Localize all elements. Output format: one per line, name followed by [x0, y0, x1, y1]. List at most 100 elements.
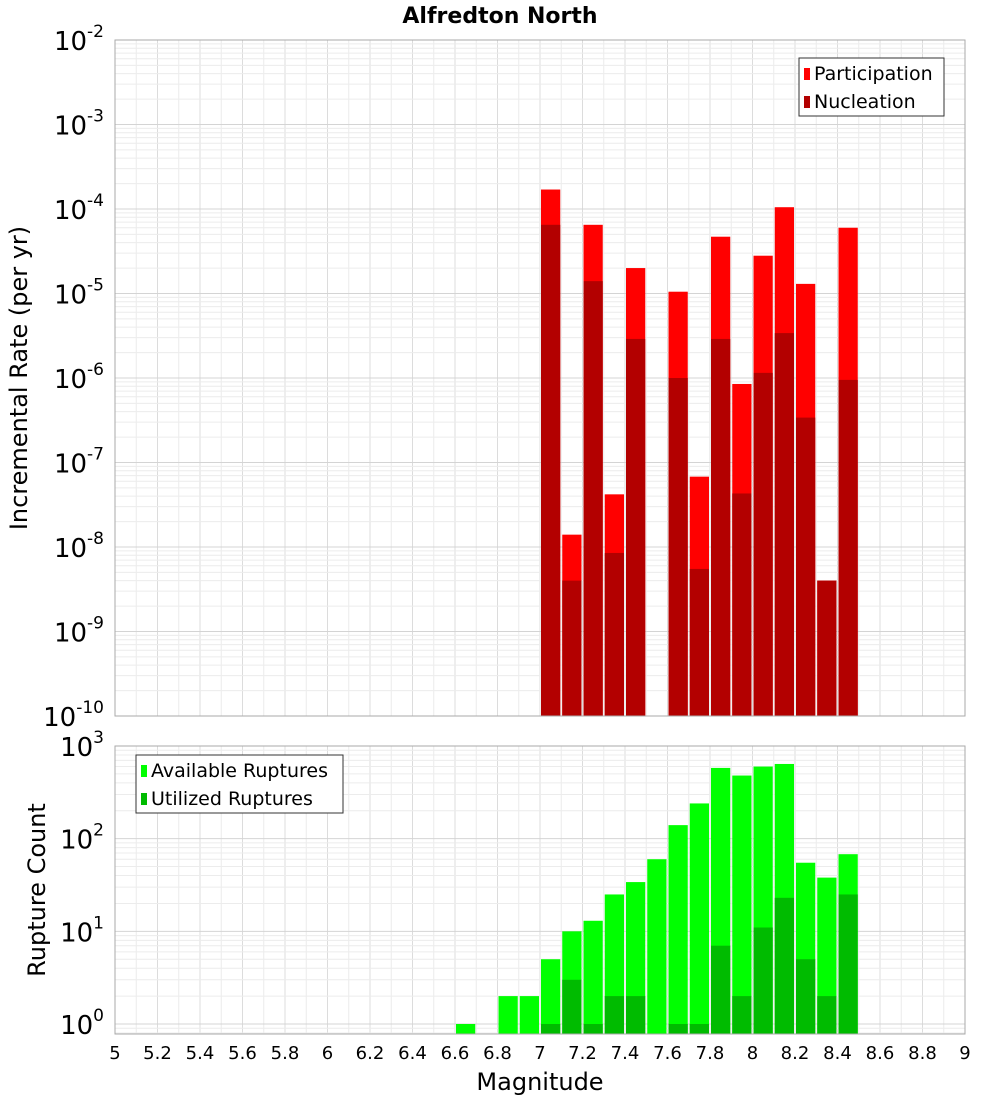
count-bar-utilized-ruptures: [753, 927, 773, 1034]
count-bar-utilized-ruptures: [668, 1024, 688, 1034]
x-tick-label: 9: [959, 1043, 970, 1064]
x-tick-label: 5.2: [143, 1043, 172, 1064]
y-tick-label: 10-6: [54, 360, 104, 395]
rate-bar-nucleation: [774, 333, 794, 716]
x-axis-label: Magnitude: [476, 1068, 603, 1096]
series-nucleation: [541, 224, 858, 716]
count-bar-utilized-ruptures: [796, 959, 816, 1034]
x-tick-label: 8.2: [781, 1043, 810, 1064]
y-tick-label: 10-9: [54, 614, 104, 649]
y-tick-label: 10-2: [54, 22, 104, 57]
y-tick-label: 102: [60, 821, 104, 856]
y-tick-label: 10-7: [54, 445, 104, 480]
rupture-count-panel: 100 101 102 103 5 5.2 5.4 5.6 5.8 6 6.2 6.4 6.6 6.8 7 7…: [60, 728, 971, 1064]
rate-bar-nucleation: [732, 493, 752, 716]
y-tick-label: 10-5: [54, 276, 104, 311]
bottom-y-axis-label: Rupture Count: [23, 803, 51, 977]
count-bar-utilized-ruptures: [626, 996, 646, 1034]
legend-entry: Nucleation: [814, 91, 916, 113]
x-tick-label: 5.8: [271, 1043, 300, 1064]
bars: [541, 189, 858, 716]
rate-bar-nucleation: [689, 568, 709, 716]
x-tick-label: 8.8: [908, 1043, 937, 1064]
x-tick-label: 6.6: [441, 1043, 470, 1064]
legend: Available Ruptures Utilized Ruptures: [135, 754, 344, 814]
x-tick-labels: 5 5.2 5.4 5.6 5.8 6 6.2 6.4 6.6 6.8 7 7.2 7.4 7.6 7.8 8…: [109, 1043, 970, 1064]
count-bar-utilized-ruptures: [562, 979, 582, 1034]
count-bar-available-ruptures: [732, 775, 752, 1034]
chart-title: Alfredton North: [402, 4, 597, 29]
grid-lines: [114, 40, 966, 717]
rate-bar-nucleation: [562, 580, 582, 716]
x-tick-label: 5.4: [186, 1043, 215, 1064]
count-bar-utilized-ruptures: [583, 1024, 603, 1034]
count-bar-utilized-ruptures: [541, 1024, 561, 1034]
count-bar-utilized-ruptures: [732, 996, 752, 1034]
x-tick-label: 7.6: [653, 1043, 682, 1064]
rate-bar-nucleation: [541, 224, 561, 716]
legend-box: [135, 754, 344, 814]
y-tick-label: 10-4: [54, 191, 104, 226]
rate-bar-nucleation: [838, 379, 858, 716]
y-tick-label: 100: [60, 1006, 104, 1041]
y-tick-label: 10-8: [54, 529, 104, 564]
count-bar-available-ruptures: [498, 996, 518, 1034]
y-tick-labels: 10-10 10-9 10-8 10-7 10-6 10-5 10-4 10-3 10-2: [43, 22, 104, 733]
count-bar-utilized-ruptures: [689, 1024, 709, 1034]
rate-bar-nucleation: [753, 372, 773, 716]
x-tick-label: 6: [322, 1043, 333, 1064]
x-tick-label: 8.4: [823, 1043, 852, 1064]
count-bar-available-ruptures: [456, 1024, 476, 1034]
count-bar-available-ruptures: [519, 996, 539, 1034]
rate-bar-nucleation: [668, 378, 688, 716]
y-tick-label: 103: [60, 728, 104, 763]
legend-swatch: [141, 793, 147, 805]
legend-swatch: [804, 96, 810, 108]
count-bar-utilized-ruptures: [604, 996, 624, 1034]
plot-border: [114, 745, 966, 1035]
y-tick-label: 10-3: [54, 107, 104, 142]
legend: Participation Nucleation: [798, 57, 945, 117]
rate-bar-nucleation: [604, 552, 624, 716]
count-bar-available-ruptures: [626, 882, 646, 1034]
legend-entry: Participation: [814, 63, 933, 85]
y-tick-label: 10-10: [43, 698, 104, 733]
x-tick-label: 8.6: [866, 1043, 895, 1064]
rate-bar-nucleation: [583, 281, 603, 716]
plot-border: [114, 39, 966, 717]
rate-bar-nucleation: [817, 580, 837, 716]
y-tick-labels: 100 101 102 103: [60, 728, 104, 1041]
x-tick-label: 7.4: [611, 1043, 640, 1064]
x-tick-label: 5.6: [228, 1043, 257, 1064]
rate-bar-nucleation: [626, 338, 646, 716]
top-y-axis-label: Incremental Rate (per yr): [5, 226, 33, 530]
legend-entry: Available Ruptures: [151, 760, 328, 782]
count-bar-available-ruptures: [583, 920, 603, 1034]
legend-entry: Utilized Ruptures: [151, 788, 313, 810]
rate-bar-nucleation: [796, 417, 816, 716]
count-bar-available-ruptures: [689, 803, 709, 1034]
series-utilized-ruptures: [541, 894, 858, 1034]
incremental-rate-panel: 10-10 10-9 10-8 10-7 10-6 10-5 10-4 10-3 10-2 Par…: [43, 22, 966, 733]
x-tick-label: 6.8: [483, 1043, 512, 1064]
count-bar-available-ruptures: [668, 825, 688, 1034]
x-tick-label: 5: [109, 1043, 120, 1064]
rate-bar-nucleation: [711, 338, 731, 716]
x-tick-label: 7: [534, 1043, 545, 1064]
x-tick-label: 8: [747, 1043, 758, 1064]
legend-swatch: [141, 765, 147, 777]
legend-swatch: [804, 68, 810, 80]
count-bar-available-ruptures: [541, 959, 561, 1034]
count-bar-utilized-ruptures: [711, 945, 731, 1034]
count-bar-utilized-ruptures: [838, 894, 858, 1034]
count-bar-available-ruptures: [817, 877, 837, 1034]
legend-box: [798, 57, 945, 117]
x-tick-label: 6.4: [398, 1043, 427, 1064]
count-bar-utilized-ruptures: [817, 996, 837, 1034]
count-bar-available-ruptures: [647, 859, 667, 1034]
y-tick-label: 101: [60, 913, 104, 948]
x-tick-label: 7.2: [568, 1043, 597, 1064]
bars: [456, 763, 858, 1034]
count-bar-utilized-ruptures: [774, 897, 794, 1034]
